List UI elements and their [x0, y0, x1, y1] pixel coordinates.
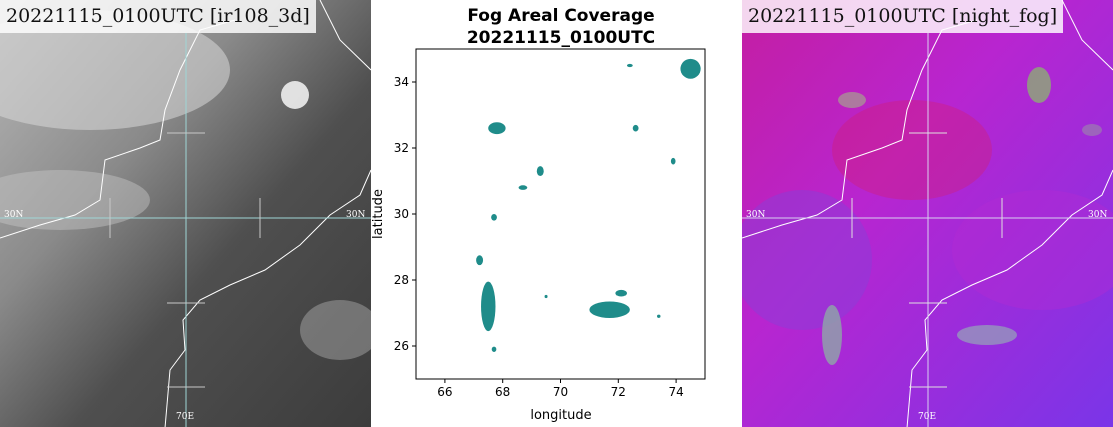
fog-region — [615, 289, 627, 297]
fog-region — [632, 124, 639, 132]
fog-region — [491, 214, 497, 221]
fog-region — [518, 185, 528, 190]
night-fog-panel: 20221115_0100UTC [night_fog] 30N 30N 70E — [742, 0, 1113, 427]
y-tick-label: 34 — [394, 75, 409, 89]
y-tick-label: 32 — [394, 141, 409, 155]
fog-coverage-chart: Fog Areal Coverage 20221115_0100UTC 66 68… — [371, 6, 706, 423]
chart-title: Fog Areal Coverage — [467, 6, 654, 26]
ir108-panel: 20221115_0100UTC [ir108_3d] 30N 30N 70E — [0, 0, 371, 427]
x-tick-label: 70 — [553, 385, 568, 399]
ir108-image — [0, 0, 371, 427]
lat-label-right: 30N — [1088, 210, 1108, 220]
x-tick-label: 74 — [668, 385, 683, 399]
lon-label: 70E — [176, 412, 195, 422]
y-tick-label: 30 — [394, 207, 409, 221]
x-axis-label: longitude — [530, 408, 591, 423]
chart-subtitle: 20221115_0100UTC — [467, 28, 655, 48]
x-tick-label: 72 — [611, 385, 626, 399]
fog-region — [626, 63, 633, 68]
fog-region — [657, 314, 661, 318]
y-axis-label: latitude — [371, 189, 386, 239]
fog-regions — [476, 58, 701, 352]
fog-region — [670, 157, 676, 165]
lon-label: 70E — [918, 412, 937, 422]
axis-ticks: 66 68 70 72 74 26 28 30 32 34 — [394, 75, 684, 399]
plot-frame — [415, 48, 706, 380]
ir108-title: 20221115_0100UTC [ir108_3d] — [0, 0, 316, 33]
y-tick-label: 28 — [394, 273, 409, 287]
fog-region — [536, 166, 544, 177]
night-fog-title: 20221115_0100UTC [night_fog] — [742, 0, 1064, 33]
x-tick-label: 68 — [495, 385, 510, 399]
fog-region — [680, 58, 701, 79]
fog-region — [476, 255, 484, 266]
fog-region — [481, 281, 496, 332]
x-tick-label: 66 — [437, 385, 452, 399]
night-fog-image — [742, 0, 1113, 427]
y-tick-label: 26 — [394, 339, 409, 353]
fog-region — [544, 294, 548, 299]
fog-chart-panel: Fog Areal Coverage 20221115_0100UTC 66 68… — [371, 0, 742, 427]
fog-region — [491, 346, 497, 352]
fog-region — [589, 301, 630, 318]
lat-label-right: 30N — [346, 210, 366, 220]
fog-region — [488, 122, 506, 135]
lat-label-left: 30N — [4, 210, 24, 220]
lat-label-left: 30N — [746, 210, 766, 220]
